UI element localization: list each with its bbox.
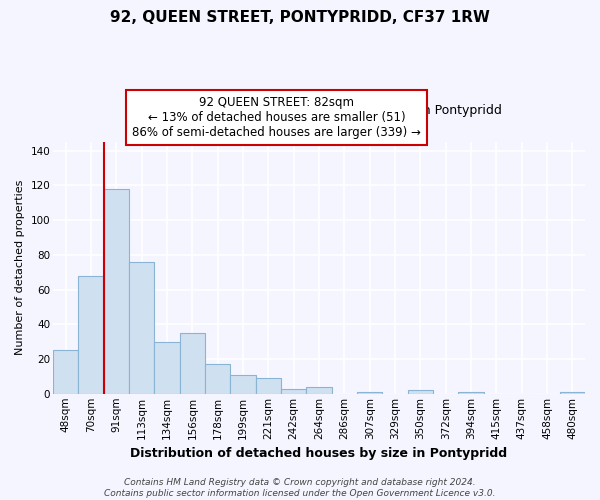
Bar	[307, 387, 332, 394]
X-axis label: Distribution of detached houses by size in Pontypridd: Distribution of detached houses by size …	[130, 447, 508, 460]
Text: 92 QUEEN STREET: 82sqm
← 13% of detached houses are smaller (51)
86% of semi-det: 92 QUEEN STREET: 82sqm ← 13% of detached…	[132, 96, 421, 140]
Text: 92, QUEEN STREET, PONTYPRIDD, CF37 1RW: 92, QUEEN STREET, PONTYPRIDD, CF37 1RW	[110, 10, 490, 25]
Bar	[53, 350, 79, 394]
Bar	[357, 392, 382, 394]
Bar	[129, 262, 154, 394]
Title: Size of property relative to detached houses in Pontypridd: Size of property relative to detached ho…	[137, 104, 502, 117]
Text: Contains HM Land Registry data © Crown copyright and database right 2024.
Contai: Contains HM Land Registry data © Crown c…	[104, 478, 496, 498]
Bar	[104, 189, 129, 394]
Bar	[79, 276, 104, 394]
Bar	[407, 390, 433, 394]
Bar	[560, 392, 585, 394]
Bar	[230, 374, 256, 394]
Bar	[281, 388, 307, 394]
Bar	[256, 378, 281, 394]
Bar	[458, 392, 484, 394]
Bar	[205, 364, 230, 394]
Bar	[154, 342, 180, 394]
Bar	[180, 333, 205, 394]
Y-axis label: Number of detached properties: Number of detached properties	[15, 180, 25, 356]
